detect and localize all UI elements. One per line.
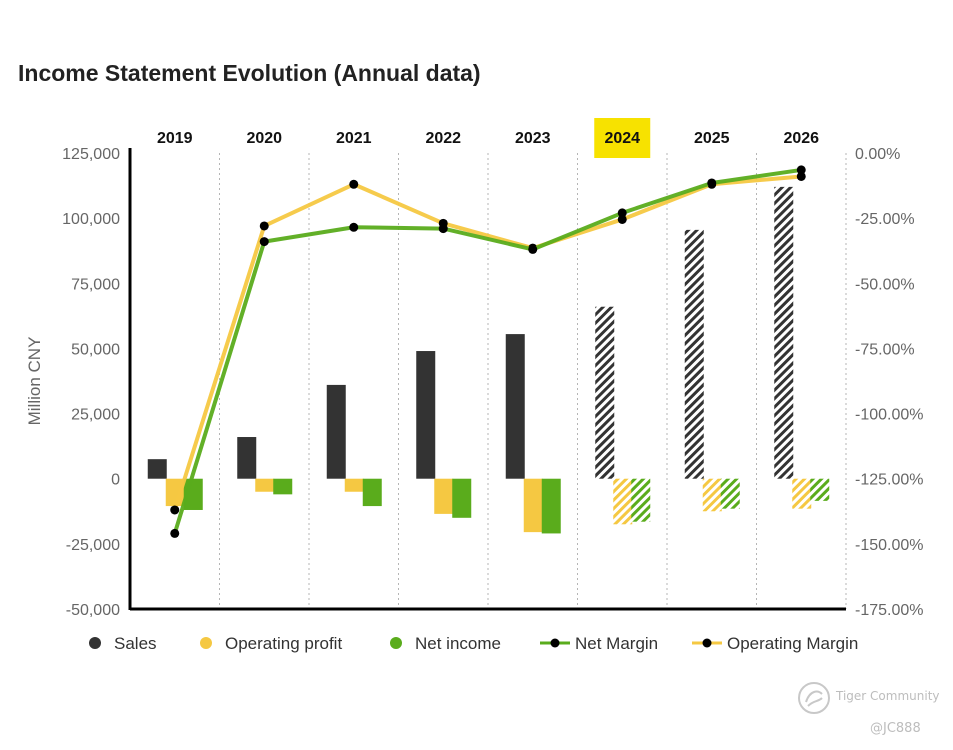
legend-label: Net income xyxy=(415,634,501,653)
category-label: 2021 xyxy=(336,130,372,147)
category-label: 2026 xyxy=(783,130,819,147)
bar-operating-profit xyxy=(613,478,633,525)
point-operating-margin xyxy=(349,179,359,189)
point-net-margin xyxy=(707,178,717,188)
point-operating-margin xyxy=(617,214,627,224)
legend-marker xyxy=(200,637,212,649)
category-label: 2020 xyxy=(246,130,282,147)
bar-sales xyxy=(237,437,257,479)
bar-operating-profit xyxy=(792,478,812,509)
y-tick-label: 0 xyxy=(111,472,120,489)
legend-point-marker xyxy=(702,638,712,648)
bar-net-income xyxy=(452,478,472,518)
y2-tick-label: -150.00% xyxy=(855,537,924,554)
y2-tick-label: -25.00% xyxy=(855,211,915,228)
point-operating-margin xyxy=(796,171,806,181)
highlight-badge xyxy=(594,118,651,158)
point-net-margin xyxy=(170,528,180,538)
y-tick-label: -50,000 xyxy=(66,602,120,619)
bar-sales xyxy=(326,384,346,479)
point-net-margin xyxy=(438,224,448,234)
bar-net-income xyxy=(720,478,740,509)
y2-tick-label: -75.00% xyxy=(855,341,915,358)
category-label: 2024 xyxy=(604,130,640,147)
bar-operating-profit xyxy=(523,478,543,533)
bar-net-income xyxy=(362,478,382,507)
bar-sales xyxy=(505,334,525,479)
bar-sales xyxy=(595,306,615,479)
point-operating-margin xyxy=(170,505,180,515)
legend-marker xyxy=(89,637,101,649)
legend-label: Sales xyxy=(114,634,157,653)
point-net-margin xyxy=(349,222,359,232)
bar-net-income xyxy=(810,478,830,501)
legend-marker xyxy=(390,637,402,649)
bar-sales xyxy=(147,459,167,479)
point-operating-margin xyxy=(259,221,269,231)
y-tick-label: 100,000 xyxy=(62,211,120,228)
y-tick-label: 50,000 xyxy=(71,341,120,358)
point-net-margin xyxy=(796,165,806,175)
point-net-margin xyxy=(617,208,627,218)
watermark-brand: Tiger Community xyxy=(836,689,940,703)
point-net-margin xyxy=(259,237,269,247)
watermark-handle: @JC888 xyxy=(870,721,921,736)
bar-operating-profit xyxy=(344,478,364,492)
line-net-margin xyxy=(172,167,802,535)
bar-sales xyxy=(416,351,436,479)
tiger-logo-icon xyxy=(798,682,830,714)
y-tick-label: 25,000 xyxy=(71,407,120,424)
legend-label: Operating profit xyxy=(225,634,342,653)
category-label: 2019 xyxy=(157,130,193,147)
bar-operating-profit xyxy=(702,478,722,512)
y2-tick-label: -100.00% xyxy=(855,407,924,424)
y2-tick-label: 0.00% xyxy=(855,146,900,163)
bar-net-income xyxy=(273,478,293,495)
point-net-margin xyxy=(528,244,538,254)
y-tick-label: 125,000 xyxy=(62,146,120,163)
y-tick-label: 75,000 xyxy=(71,276,120,293)
legend-point-marker xyxy=(550,638,560,648)
bar-net-income xyxy=(541,478,561,534)
legend-label: Operating Margin xyxy=(727,634,858,653)
chart-title: Income Statement Evolution (Annual data) xyxy=(18,60,481,86)
y-axis-title: Million CNY xyxy=(25,337,44,426)
category-label: 2022 xyxy=(425,130,461,147)
bar-net-income xyxy=(631,478,651,522)
y-tick-label: -25,000 xyxy=(66,537,120,554)
category-label: 2023 xyxy=(515,130,551,147)
category-label: 2025 xyxy=(694,130,730,147)
bar-sales xyxy=(774,186,794,479)
bar-operating-profit xyxy=(255,478,275,492)
line-operating-margin xyxy=(172,174,802,511)
y2-tick-label: -125.00% xyxy=(855,472,924,489)
bar-sales xyxy=(684,229,704,479)
y2-tick-label: -50.00% xyxy=(855,276,915,293)
bar-operating-profit xyxy=(434,478,454,514)
legend-label: Net Margin xyxy=(575,634,658,653)
y2-tick-label: -175.00% xyxy=(855,602,924,619)
